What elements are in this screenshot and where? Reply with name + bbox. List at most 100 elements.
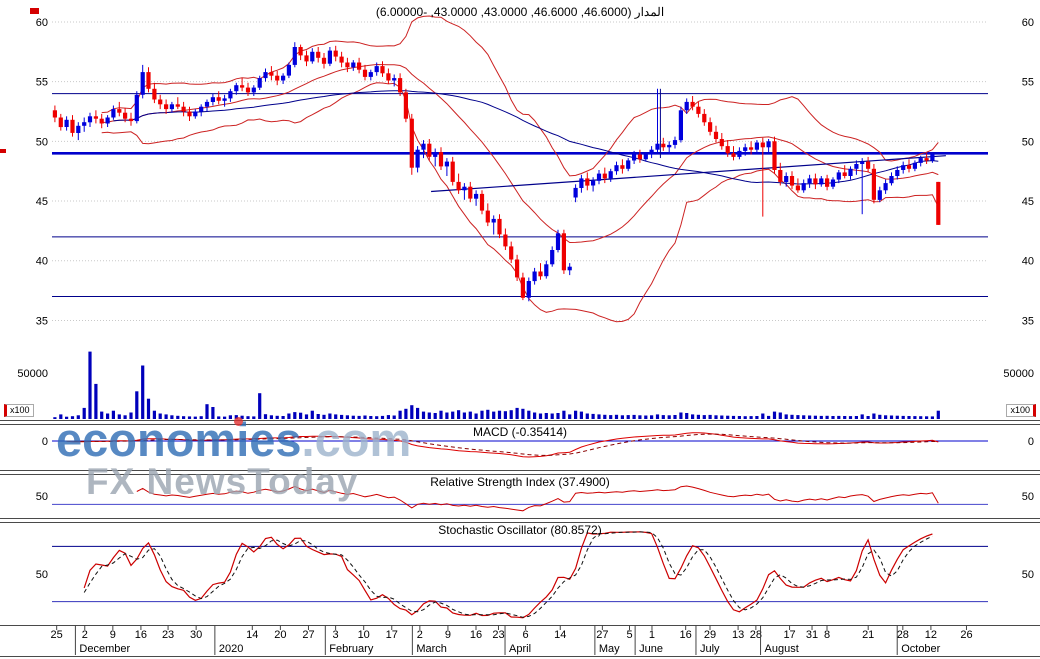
panel-separators (0, 420, 1040, 657)
candle-body-up (678, 110, 683, 141)
stochastic-axis-label-left: 50 (36, 569, 48, 581)
x-axis: 25 2 9 16 23 30 14 20 27 3 10 17 2 9 16 23 6 14 27 5 1 16 29 13… (51, 625, 973, 655)
volume-bar (802, 415, 806, 419)
candle-body-down (620, 165, 625, 169)
volume-bar (696, 414, 700, 419)
volume-axis: 50000 50000 (17, 368, 1034, 380)
candle-body-down (719, 139, 724, 147)
candle-body-down (275, 75, 280, 81)
volume-bar (872, 413, 876, 419)
volume-bar (579, 411, 583, 419)
volume-bar (708, 414, 712, 419)
candle-body-up (684, 101, 689, 111)
stochastic-axis-label-right: 50 (1022, 569, 1034, 581)
candle-body-down (789, 176, 795, 186)
volume-bar (925, 416, 929, 419)
volume-bar (328, 413, 332, 419)
bollinger-middle-line (101, 63, 939, 244)
candle-body-up (766, 141, 771, 148)
candle-body-up (204, 101, 210, 107)
volume-bar (603, 414, 607, 419)
x-axis-date-label: 27 (302, 629, 314, 641)
candle-body-down (386, 73, 391, 81)
volume-bar (825, 415, 829, 419)
candle-body-down (702, 113, 707, 123)
candle-body-up (64, 119, 69, 127)
candle-body-up (351, 62, 356, 68)
chart-title: المدار (46.6000, 46.6000, 43.0000, 43.00… (375, 5, 665, 19)
candle-body-up (784, 176, 789, 182)
volume-bar (650, 415, 654, 419)
candle-body-up (76, 125, 81, 133)
x-axis-date-label: 14 (554, 629, 566, 641)
month-label: April (509, 643, 531, 655)
candle-body-down (825, 178, 830, 187)
candle-body-up (532, 271, 537, 282)
candle-body-up (374, 66, 379, 73)
volume-bar (158, 413, 162, 419)
volume-bar (533, 412, 537, 419)
volume-bar (913, 416, 917, 419)
candle-body-down (538, 271, 543, 277)
candle-body-up (667, 144, 672, 148)
month-label: March (416, 643, 447, 655)
candle-body-down (503, 234, 508, 247)
volume-bar (743, 416, 747, 419)
volume-bar (146, 398, 151, 419)
x-axis-date-label: 9 (110, 629, 116, 641)
price-overlays (101, 15, 946, 323)
volume-bar (65, 416, 69, 419)
candle-body-up (105, 117, 110, 124)
candle-body-down (216, 97, 221, 101)
month-label: June (639, 643, 663, 655)
moving-average-line (113, 90, 939, 185)
candle-body-up (737, 150, 742, 157)
candle-body-up (614, 165, 619, 172)
volume-bar (843, 416, 847, 419)
x-axis-date-label: 16 (680, 629, 692, 641)
candle-body-up (754, 142, 759, 150)
volume-bar (322, 414, 326, 419)
volume-bar (831, 416, 835, 419)
volume-bar (164, 414, 168, 419)
candle-body-down (316, 51, 321, 58)
candle-body-up (199, 106, 204, 112)
x-axis-date-label: 23 (492, 629, 504, 641)
volume-bar (53, 417, 57, 419)
candle-body-down (509, 246, 514, 260)
volume-bar (609, 415, 613, 419)
candle-body-down (403, 92, 408, 119)
volume-bar (246, 416, 250, 419)
candle-body-down (164, 104, 169, 110)
candle-body-down (240, 85, 245, 88)
volume-bar (784, 414, 788, 419)
candle-body-down (339, 56, 344, 63)
volume-bar (416, 407, 420, 419)
x-axis-date-label: 28 (897, 629, 909, 641)
rsi-axis-label-right: 50 (1022, 491, 1034, 503)
volume-bar (392, 415, 396, 419)
stochastic-panel-title: Stochastic Oscillator (80.8572) (438, 523, 602, 537)
volume-bar (82, 407, 86, 419)
volume-bar (486, 409, 490, 419)
candle-body-up (836, 172, 841, 180)
candle-body-down (871, 168, 876, 200)
candle-body-up (210, 97, 215, 102)
candle-body-up (433, 152, 438, 157)
volume-bar (182, 416, 186, 419)
candle-body-down (362, 69, 368, 77)
candle-body-down (708, 122, 713, 132)
candle-body-up (930, 154, 935, 161)
volume-axis-label-left: 50000 (17, 368, 48, 380)
candle-body-up (819, 178, 824, 185)
candle-body-down (713, 131, 719, 139)
volume-bar (936, 410, 940, 419)
macd-lines (52, 432, 988, 458)
candle-body-down (456, 181, 461, 191)
volume-bar (720, 415, 724, 419)
volume-bar (685, 413, 689, 419)
volume-bar (398, 410, 402, 419)
candle-body-up (169, 104, 174, 110)
volume-bar (117, 414, 121, 419)
candle-body-up (608, 171, 613, 179)
